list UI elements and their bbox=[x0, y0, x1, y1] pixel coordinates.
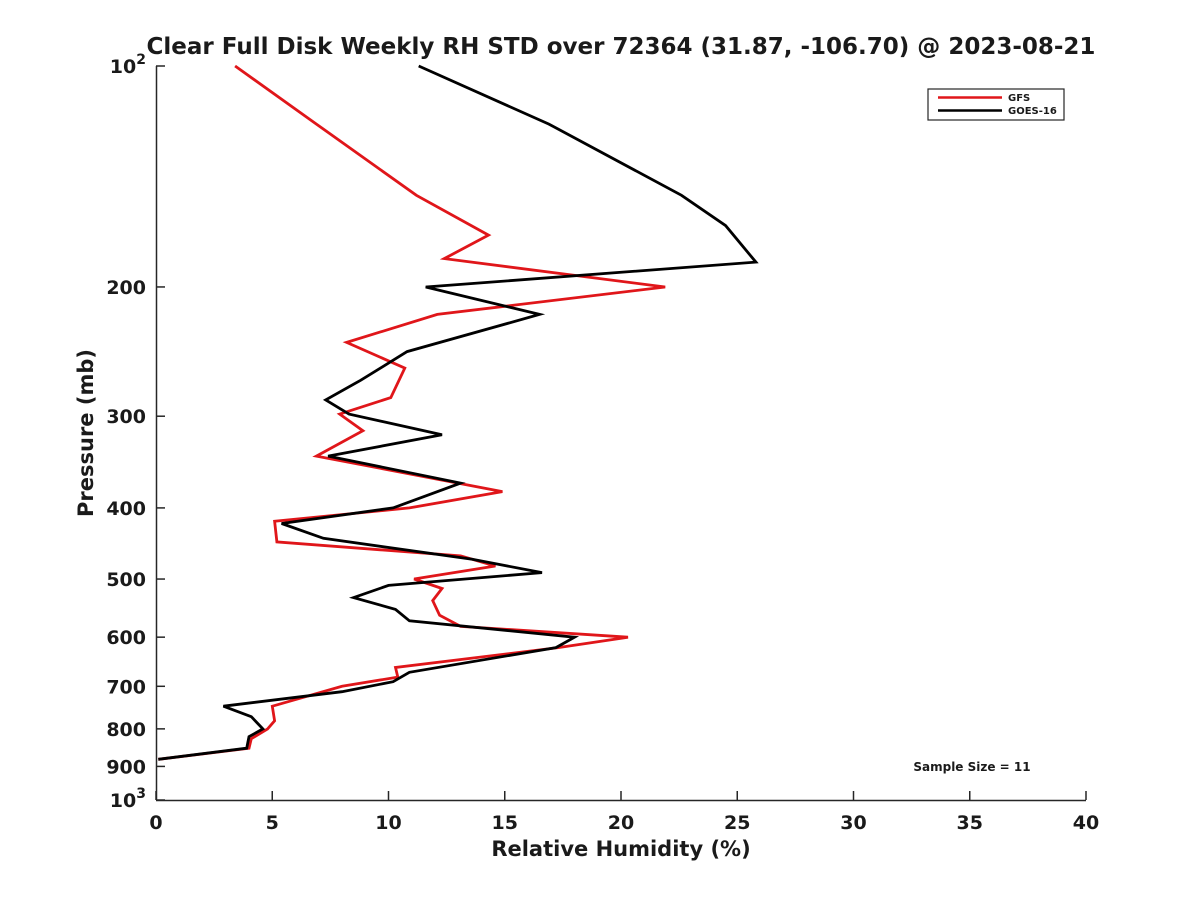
x-tick-label: 5 bbox=[266, 812, 279, 834]
x-tick-label: 30 bbox=[840, 812, 866, 834]
x-tick-label: 25 bbox=[724, 812, 750, 834]
y-tick-label: 102 bbox=[110, 52, 146, 78]
y-tick-label: 500 bbox=[106, 569, 146, 591]
series-line-gfs bbox=[158, 64, 666, 761]
y-tick-label: 200 bbox=[106, 277, 146, 299]
y-ticks: 102 200 300 400 500 600 700 800 900 103 bbox=[106, 52, 165, 812]
sample-size-annotation: Sample Size = 11 bbox=[913, 760, 1030, 774]
y-tick-label: 900 bbox=[106, 756, 146, 778]
x-tick-label: 10 bbox=[375, 812, 401, 834]
x-tick-label: 20 bbox=[608, 812, 634, 834]
legend-box bbox=[927, 88, 1065, 121]
chart-title: Clear Full Disk Weekly RH STD over 72364… bbox=[147, 34, 1096, 60]
x-tick-label: 0 bbox=[149, 812, 162, 834]
series-layer bbox=[158, 64, 759, 761]
y-axis-label: Pressure (mb) bbox=[74, 349, 98, 517]
legend-label-gfs: GFS bbox=[1008, 93, 1030, 104]
x-tick-label: 15 bbox=[492, 812, 518, 834]
series-line-goes-16 bbox=[158, 64, 759, 761]
legend: GFS GOES-16 bbox=[927, 88, 1065, 121]
y-tick-label: 800 bbox=[106, 719, 146, 741]
y-tick-label: 700 bbox=[106, 676, 146, 698]
x-axis-label: Relative Humidity (%) bbox=[491, 837, 750, 861]
legend-label-goes16: GOES-16 bbox=[1008, 106, 1057, 117]
axes bbox=[155, 66, 1086, 802]
x-tick-label: 40 bbox=[1073, 812, 1099, 834]
y-tick-label: 400 bbox=[106, 498, 146, 520]
y-tick-label: 103 bbox=[110, 786, 146, 812]
x-ticks: 0 5 10 15 20 25 30 35 40 bbox=[149, 791, 1099, 834]
y-tick-label: 300 bbox=[106, 406, 146, 428]
y-tick-label: 600 bbox=[106, 627, 146, 649]
x-tick-label: 35 bbox=[957, 812, 983, 834]
